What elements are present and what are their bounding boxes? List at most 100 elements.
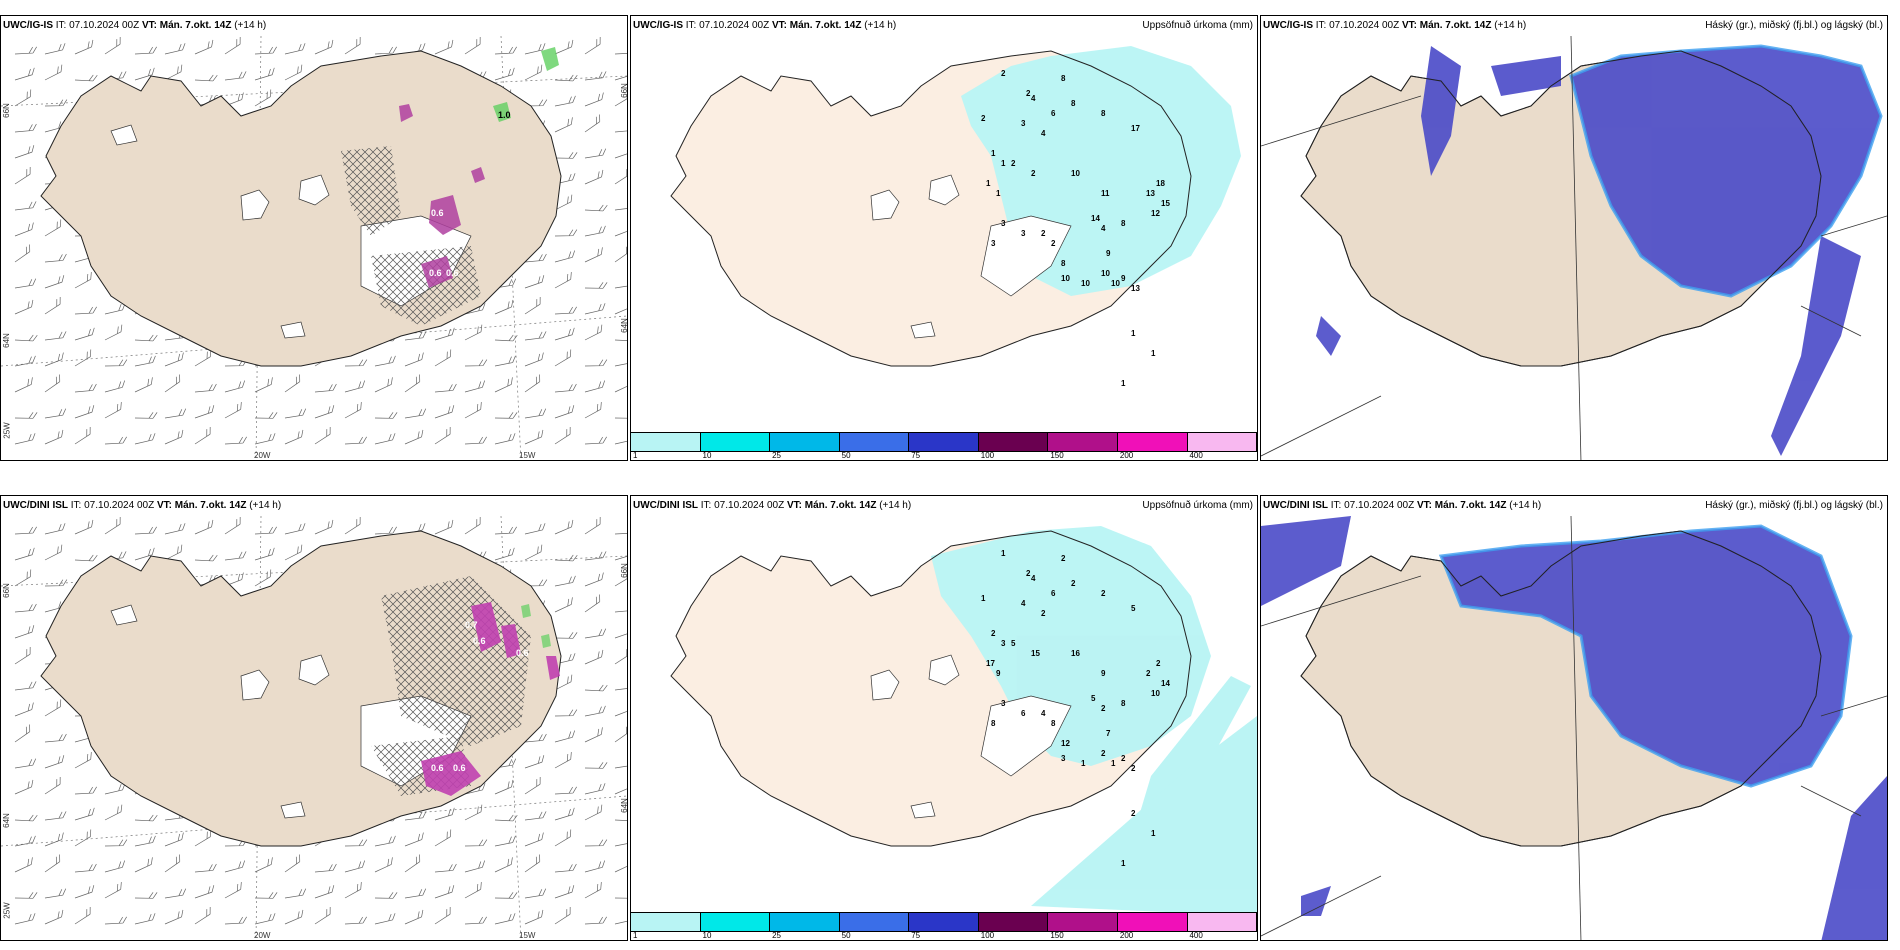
wind-barb — [614, 526, 627, 535]
wind-barb — [614, 278, 627, 289]
wind-barb — [194, 383, 217, 393]
precip-value: 1 — [1111, 759, 1116, 768]
wind-barb — [164, 43, 186, 55]
wind-barb — [494, 299, 514, 315]
colorbar-tick: 150 — [1050, 451, 1064, 460]
wind-barb — [14, 89, 32, 107]
wind-barb — [584, 705, 606, 717]
precip-value: 1 — [981, 594, 986, 603]
wind-barb — [164, 64, 183, 81]
precip-value: 18 — [1156, 179, 1165, 188]
wind-barb — [404, 352, 424, 367]
wind-barb — [524, 408, 547, 419]
wind-barb — [314, 383, 337, 393]
wind-barb — [284, 408, 307, 419]
colorbar-tick: 150 — [1050, 931, 1064, 940]
wind-barb — [134, 814, 158, 822]
wind-barb — [344, 380, 366, 393]
value-labels: 0.6 1.0 0.6 0.6 — [429, 110, 511, 278]
wind-barb — [74, 327, 95, 341]
cloud-map-panel-bottom: UWC/DINI ISL IT: 07.10.2024 00Z VT: Mán.… — [1260, 495, 1888, 941]
wind-barb — [584, 247, 603, 263]
wind-barb — [584, 225, 606, 237]
wind-barb — [494, 377, 513, 393]
wind-barb — [614, 46, 627, 55]
precip-value: 3 — [1001, 639, 1006, 648]
wind-barb — [614, 814, 627, 822]
wind-barb — [14, 835, 36, 847]
wind-barb — [134, 355, 156, 367]
wind-barb — [494, 857, 513, 873]
wind-barb — [434, 863, 457, 873]
wind-barb — [74, 807, 95, 821]
colorbar-tick: 400 — [1189, 451, 1203, 460]
wind-barb — [224, 380, 246, 393]
wind-barb — [584, 684, 608, 692]
colorbar-swatch — [1117, 913, 1188, 931]
low-cloud — [1316, 46, 1881, 456]
panel-header: UWC/IG-IS IT: 07.10.2024 00Z VT: Mán. 7.… — [3, 20, 266, 31]
wind-barb — [554, 95, 576, 107]
wind-barb — [224, 36, 241, 55]
wind-barb — [134, 67, 155, 81]
wind-barb — [554, 863, 577, 873]
lon-label: 15W — [519, 931, 536, 940]
wind-barb — [284, 909, 304, 925]
precip-value: 13 — [1131, 284, 1140, 293]
wind-barb — [434, 807, 455, 821]
lat-label: 64N — [619, 318, 628, 333]
precip-value: 1 — [1151, 349, 1156, 358]
wind-barb — [104, 324, 123, 341]
precip-value: 7 — [1106, 729, 1111, 738]
wind-barb — [164, 523, 186, 535]
wind-barb — [74, 863, 97, 873]
wind-barb — [554, 709, 578, 717]
precip-value: 3 — [1061, 754, 1066, 763]
lead-time: (+14 h) — [879, 500, 912, 511]
wind-barb — [164, 352, 184, 367]
wind-barb — [194, 885, 215, 899]
wind-barb — [614, 334, 627, 342]
wind-barb — [584, 324, 603, 341]
wind-barb — [194, 519, 214, 535]
wind-barb — [554, 554, 578, 562]
wind-barb — [44, 776, 61, 795]
wind-barb — [44, 699, 62, 717]
wind-barb — [524, 374, 541, 393]
wind-barb — [194, 349, 212, 367]
wind-barb — [74, 383, 97, 393]
value-label: 0.6 — [516, 648, 529, 658]
wind-barb — [404, 832, 424, 847]
lead-time: (+14 h) — [1494, 20, 1527, 31]
lon-label: 20W — [254, 931, 271, 940]
colorbar-tick: 200 — [1119, 931, 1134, 940]
wind-barb — [284, 544, 303, 561]
wind-barb — [164, 374, 181, 393]
wind-barb — [584, 148, 607, 159]
wind-barb — [434, 885, 455, 899]
wind-barb — [554, 786, 577, 795]
wind-barb — [614, 201, 627, 211]
colorbar: 1 10 25 50 75 100 150 200 400 — [631, 912, 1257, 940]
wind-barb — [14, 569, 32, 587]
wind-barb — [614, 412, 627, 419]
wind-barb — [254, 913, 276, 925]
wind-barb — [374, 857, 393, 873]
wind-barb — [584, 628, 607, 639]
wind-barb — [224, 860, 246, 873]
wind-barb — [74, 829, 92, 847]
precip-value: 2 — [1131, 809, 1136, 818]
precip-value: 8 — [1061, 259, 1066, 268]
precip-value: 4 — [1031, 94, 1036, 103]
wind-barb — [104, 860, 126, 873]
lead-time: (+14 h) — [864, 20, 897, 31]
wind-barb — [584, 762, 608, 769]
wind-barb — [554, 74, 578, 82]
wind-barb — [374, 377, 393, 393]
wind-barb — [74, 885, 95, 899]
hatch-area — [341, 146, 481, 326]
wind-barb — [584, 516, 601, 535]
wind-barb — [344, 36, 361, 55]
wind-barb — [614, 835, 627, 847]
wind-barb — [404, 429, 424, 445]
